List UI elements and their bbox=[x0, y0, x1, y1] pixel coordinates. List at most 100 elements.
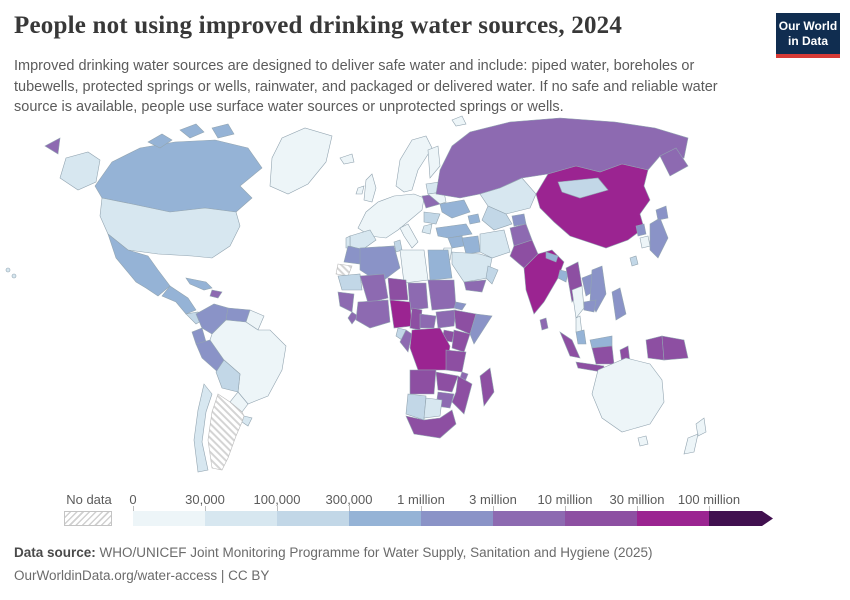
country-png[interactable] bbox=[661, 335, 689, 361]
country-kamchatka[interactable] bbox=[659, 147, 689, 177]
country-syria[interactable] bbox=[447, 235, 465, 249]
country-egypt[interactable] bbox=[427, 249, 453, 281]
country-mali[interactable] bbox=[359, 273, 389, 304]
country-mozambique[interactable] bbox=[451, 375, 473, 415]
country-china[interactable] bbox=[535, 163, 651, 249]
country-philippines[interactable] bbox=[611, 287, 627, 321]
legend-bin-2[interactable] bbox=[277, 511, 349, 526]
legend-bin-5[interactable] bbox=[493, 511, 565, 526]
country-chile[interactable] bbox=[193, 383, 213, 473]
country-greenland[interactable] bbox=[269, 127, 333, 195]
country-chad[interactable] bbox=[407, 282, 429, 311]
country-oman[interactable] bbox=[485, 265, 499, 285]
country-sri-lanka[interactable] bbox=[539, 317, 549, 331]
country-mexico[interactable] bbox=[107, 233, 171, 297]
country-alaska[interactable] bbox=[59, 151, 101, 191]
country-south-africa[interactable] bbox=[405, 409, 457, 439]
country-libya[interactable] bbox=[399, 249, 429, 284]
country-canada-arctic[interactable] bbox=[211, 123, 235, 139]
country-madagascar[interactable] bbox=[479, 367, 495, 407]
country-hawaii[interactable] bbox=[11, 273, 17, 279]
country-mongolia[interactable] bbox=[557, 177, 609, 199]
country-south-korea[interactable] bbox=[639, 235, 651, 249]
country-indonesia-kalimantan[interactable] bbox=[591, 345, 615, 365]
country-caucasus[interactable] bbox=[467, 213, 481, 225]
license-line[interactable]: OurWorldinData.org/water-access | CC BY bbox=[14, 567, 270, 583]
country-svalbard[interactable] bbox=[451, 115, 467, 127]
country-australia[interactable] bbox=[591, 357, 665, 433]
country-hispaniola[interactable] bbox=[209, 289, 223, 299]
country-botswana[interactable] bbox=[423, 397, 443, 419]
country-west-europe[interactable] bbox=[357, 193, 425, 239]
country-central-america-north[interactable] bbox=[161, 285, 197, 315]
country-uzbek-turkmen[interactable] bbox=[481, 205, 513, 231]
country-niger[interactable] bbox=[387, 277, 409, 301]
country-chukotka[interactable] bbox=[44, 137, 61, 155]
country-ivory-ghana[interactable] bbox=[355, 299, 391, 329]
country-zambia[interactable] bbox=[435, 371, 459, 393]
legend-bin-8[interactable] bbox=[709, 511, 773, 526]
country-uk[interactable] bbox=[363, 173, 377, 203]
country-cambodia[interactable] bbox=[583, 299, 597, 313]
country-iraq[interactable] bbox=[461, 235, 481, 255]
country-bolivia[interactable] bbox=[215, 359, 241, 393]
country-north-korea[interactable] bbox=[635, 223, 647, 237]
country-hawaii[interactable] bbox=[5, 267, 11, 273]
country-senegal-guinea[interactable] bbox=[337, 291, 355, 313]
country-argentina[interactable] bbox=[207, 393, 245, 471]
country-somalia[interactable] bbox=[469, 313, 493, 345]
country-tanzania[interactable] bbox=[445, 349, 467, 373]
country-tasmania[interactable] bbox=[637, 435, 649, 447]
country-turkey[interactable] bbox=[435, 223, 473, 239]
country-sudan[interactable] bbox=[427, 279, 457, 311]
country-western-sahara[interactable] bbox=[335, 263, 353, 277]
country-scandinavia[interactable] bbox=[395, 135, 433, 193]
country-south-sudan[interactable] bbox=[435, 309, 457, 329]
country-japan-hokkaido[interactable] bbox=[655, 205, 669, 221]
legend-bin-6[interactable] bbox=[565, 511, 637, 526]
country-taiwan[interactable] bbox=[629, 255, 639, 267]
legend-bin-1[interactable] bbox=[205, 511, 277, 526]
country-new-zealand-north[interactable] bbox=[695, 417, 707, 437]
country-balkans[interactable] bbox=[423, 211, 441, 225]
country-ukraine[interactable] bbox=[439, 199, 471, 219]
country-italy[interactable] bbox=[399, 223, 419, 249]
country-nepal[interactable] bbox=[545, 251, 559, 263]
country-sierra-liberia[interactable] bbox=[347, 311, 359, 325]
country-nigeria[interactable] bbox=[389, 299, 413, 329]
owid-logo[interactable]: Our World in Data bbox=[776, 13, 840, 58]
legend-tick-label: 3 million bbox=[469, 492, 517, 507]
country-mauritania[interactable] bbox=[337, 273, 363, 291]
country-eritrea[interactable] bbox=[453, 301, 467, 311]
country-car[interactable] bbox=[419, 313, 437, 329]
country-kenya[interactable] bbox=[451, 329, 471, 353]
country-namibia[interactable] bbox=[405, 393, 427, 421]
country-greece[interactable] bbox=[421, 223, 433, 235]
country-iran[interactable] bbox=[479, 229, 511, 259]
country-finland[interactable] bbox=[427, 145, 441, 179]
legend-bin-0[interactable] bbox=[133, 511, 205, 526]
country-angola[interactable] bbox=[409, 369, 437, 395]
country-indonesia-sumatra[interactable] bbox=[559, 331, 581, 359]
country-cuba[interactable] bbox=[185, 277, 213, 291]
country-japan[interactable] bbox=[649, 217, 669, 259]
legend-bin-4[interactable] bbox=[421, 511, 493, 526]
country-indonesia-papua[interactable] bbox=[645, 335, 665, 361]
country-canada-arctic[interactable] bbox=[147, 133, 173, 149]
country-new-zealand-south[interactable] bbox=[683, 433, 699, 455]
country-thailand[interactable] bbox=[571, 285, 585, 319]
country-algeria[interactable] bbox=[359, 245, 401, 284]
legend-no-data-swatch[interactable] bbox=[64, 511, 112, 526]
legend-bin-3[interactable] bbox=[349, 511, 421, 526]
country-bangladesh[interactable] bbox=[557, 269, 569, 283]
country-ireland[interactable] bbox=[355, 185, 365, 195]
country-canada-arctic[interactable] bbox=[179, 123, 205, 139]
country-iceland[interactable] bbox=[339, 153, 355, 165]
country-malaysia[interactable] bbox=[575, 329, 587, 345]
country-canada[interactable] bbox=[94, 139, 263, 213]
country-kyrgyz-tajik[interactable] bbox=[511, 213, 527, 227]
country-brazil[interactable] bbox=[209, 319, 287, 405]
country-congo[interactable] bbox=[399, 329, 413, 353]
country-yemen[interactable] bbox=[463, 279, 487, 293]
legend-bin-7[interactable] bbox=[637, 511, 709, 526]
